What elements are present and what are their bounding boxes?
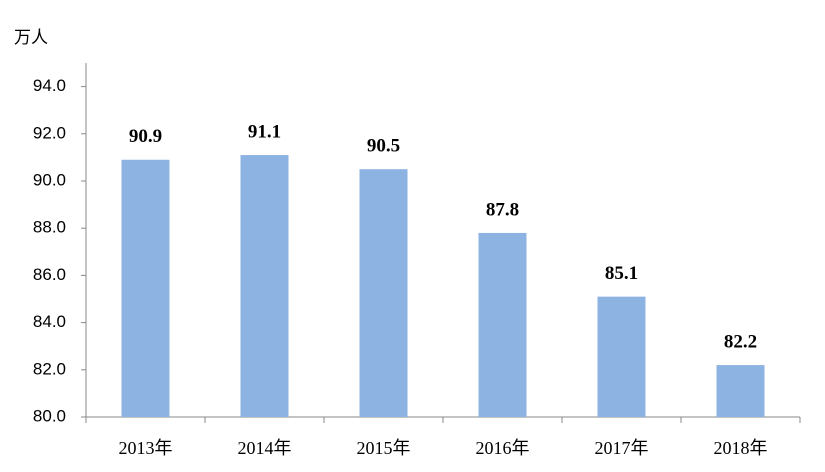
value-label: 90.9: [129, 126, 162, 147]
y-tick-label: 84.0: [33, 312, 66, 331]
value-label: 91.1: [248, 121, 281, 142]
bar: [478, 232, 527, 417]
bar: [121, 159, 170, 417]
bar: [240, 155, 289, 418]
bar: [359, 169, 408, 417]
y-tick-label: 80.0: [33, 406, 66, 425]
y-tick-label: 86.0: [33, 265, 66, 284]
x-tick-label: 2015年: [357, 438, 411, 458]
bar: [716, 365, 765, 417]
y-tick-label: 92.0: [33, 123, 66, 142]
x-tick-label: 2016年: [476, 438, 530, 458]
x-tick-label: 2018年: [714, 438, 768, 458]
y-tick-label: 82.0: [33, 359, 66, 378]
bar: [597, 296, 646, 417]
y-tick-label: 94.0: [33, 76, 66, 95]
x-tick-label: 2014年: [238, 438, 292, 458]
value-label: 87.8: [486, 199, 519, 220]
value-label: 85.1: [605, 263, 638, 284]
value-label: 90.5: [367, 136, 400, 157]
y-tick-label: 90.0: [33, 170, 66, 189]
x-tick-label: 2017年: [595, 438, 649, 458]
x-tick-label: 2013年: [119, 438, 173, 458]
y-tick-label: 88.0: [33, 218, 66, 237]
value-label: 82.2: [724, 331, 757, 352]
y-axis-label: 万人: [14, 28, 48, 48]
